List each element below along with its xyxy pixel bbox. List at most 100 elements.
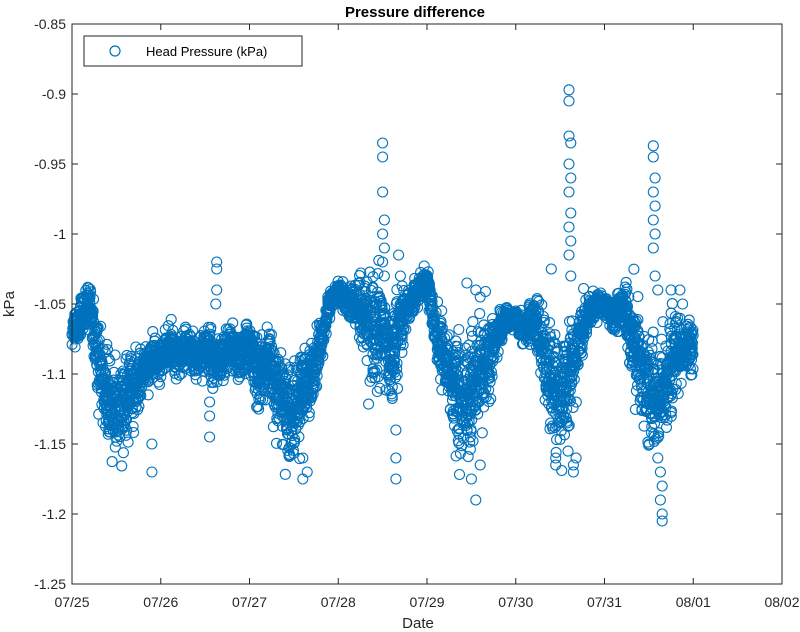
data-point <box>307 378 319 390</box>
y-tick-label: -1.1 <box>42 366 66 382</box>
data-point <box>108 366 120 378</box>
y-tick-label: -1.05 <box>34 296 66 312</box>
data-point <box>95 320 107 332</box>
data-point <box>142 389 154 401</box>
data-point <box>78 294 91 306</box>
data-point <box>156 365 168 377</box>
data-point <box>355 267 367 279</box>
data-point <box>372 347 384 359</box>
data-point <box>263 328 275 340</box>
data-point <box>315 344 327 356</box>
data-point <box>217 375 229 387</box>
data-point <box>154 378 166 391</box>
data-point <box>443 329 455 341</box>
x-tick-label: 07/30 <box>498 594 533 610</box>
data-point <box>120 429 132 441</box>
data-point <box>93 334 105 346</box>
data-point <box>422 284 434 296</box>
legend: Head Pressure (kPa) <box>83 35 303 67</box>
data-point <box>375 295 387 307</box>
data-point <box>155 371 167 383</box>
data-point <box>396 346 408 358</box>
data-point <box>262 335 274 347</box>
y-tick-label: -1.25 <box>34 576 66 592</box>
x-tick-label: 07/31 <box>587 594 622 610</box>
data-point <box>187 325 199 337</box>
data-point <box>361 310 373 322</box>
y-tick-label: -1.2 <box>42 506 66 522</box>
data-point <box>263 333 275 345</box>
data-point <box>386 381 398 393</box>
data-point <box>383 385 396 397</box>
data-point <box>297 412 309 425</box>
data-point <box>207 382 219 394</box>
data-point <box>287 444 299 456</box>
data-point <box>182 341 194 353</box>
data-point <box>306 387 318 399</box>
y-tick-label: -1.15 <box>34 436 66 452</box>
y-tick-label: -0.9 <box>42 86 66 102</box>
data-point <box>227 317 239 329</box>
data-point <box>432 296 444 308</box>
data-point <box>130 396 142 408</box>
x-tick-label: 07/29 <box>409 594 444 610</box>
data-point <box>333 281 345 293</box>
data-point <box>389 348 401 360</box>
data-point <box>316 333 328 345</box>
data-point <box>323 299 335 311</box>
data-point <box>291 364 303 376</box>
data-point <box>95 364 107 376</box>
data-point <box>291 409 303 421</box>
x-axis-label: Date <box>402 615 434 632</box>
data-point <box>369 372 381 384</box>
data-point <box>85 302 97 314</box>
data-point <box>112 429 124 441</box>
data-point <box>191 350 204 362</box>
data-point <box>253 367 265 380</box>
data-point <box>167 324 179 336</box>
data-point <box>441 342 453 354</box>
data-point <box>266 340 278 352</box>
data-point <box>193 355 205 367</box>
data-point <box>281 423 293 435</box>
data-point <box>386 337 398 349</box>
data-point <box>379 301 391 313</box>
data-point <box>253 403 265 415</box>
data-point <box>384 374 396 386</box>
data-point <box>279 468 291 480</box>
data-point <box>397 324 410 336</box>
data-point <box>84 313 96 325</box>
data-point <box>303 407 315 419</box>
x-tick-label: 07/27 <box>232 594 267 610</box>
data-point <box>164 331 176 343</box>
data-point <box>178 325 190 337</box>
data-point <box>424 303 436 315</box>
data-point <box>306 391 318 403</box>
data-point <box>380 384 392 396</box>
data-point <box>307 383 319 395</box>
data-point <box>84 306 96 318</box>
y-tick-label: -0.95 <box>34 156 66 172</box>
data-point <box>109 349 121 361</box>
data-point <box>147 326 159 338</box>
data-point <box>292 403 304 415</box>
data-point <box>395 339 407 351</box>
data-point <box>245 332 257 344</box>
data-point <box>306 350 318 362</box>
data-point <box>369 295 381 308</box>
data-point <box>218 330 230 343</box>
data-point <box>111 435 123 447</box>
x-tick-label: 07/25 <box>54 594 89 610</box>
data-point <box>391 369 403 381</box>
y-tick-label: -0.85 <box>34 16 66 32</box>
data-point <box>102 382 115 394</box>
data-point <box>122 436 134 448</box>
data-point <box>121 424 133 436</box>
data-point <box>318 334 330 346</box>
data-point <box>389 345 401 357</box>
data-point <box>371 364 383 376</box>
data-point <box>235 366 247 378</box>
data-point <box>288 437 300 449</box>
data-point <box>386 392 398 404</box>
